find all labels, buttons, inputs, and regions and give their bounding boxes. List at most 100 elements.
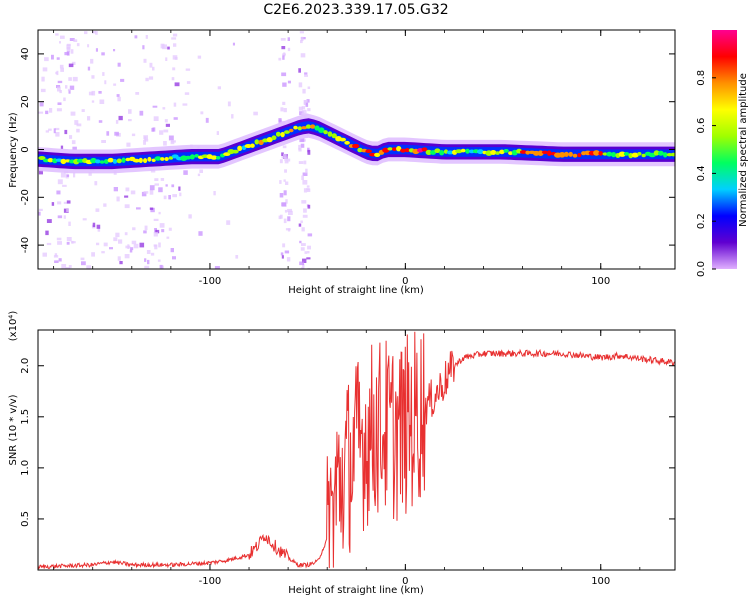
spectrogram-noise-cell [113,83,117,86]
ridge-cell [446,150,454,155]
ridge-cell [339,137,346,142]
spectrogram-noise-cell [67,88,71,92]
spectrogram-noise-cell [300,220,303,224]
ridge-cell [189,154,195,160]
spectrogram-noise-cell [298,144,301,150]
spectrogram-noise-cell [280,38,286,41]
ridge-cell [439,150,445,156]
spectrogram-noise-cell [48,128,52,131]
ridge-cell [508,151,513,156]
spectrogram-noise-cell [102,72,105,76]
chart-title: C2E6.2023.339.17.05.G32 [263,2,448,18]
ridge-cell [670,152,675,157]
spectrogram-noise-cell [66,47,71,52]
ridge-cell [121,157,126,163]
spectrogram-noise-cell [71,140,76,145]
ridge-cell [250,143,255,148]
spectrogram-noise-cell [60,67,64,72]
colorbar-tick-label: 0.0 [696,261,707,277]
spectrogram-noise-cell [42,252,47,257]
y-tick-label: 0.5 [20,511,31,527]
y-tick-label: -20 [20,189,31,205]
spectrogram-noise-cell [117,256,121,261]
spectrogram-noise-cell [134,35,138,39]
ridge-cell [602,152,608,156]
spectrogram-noise-cell [139,242,145,248]
spectrogram-noise-cell [227,101,231,107]
spectrogram-noise-cell [170,248,174,253]
spectrogram-noise-cell [124,254,130,259]
spectrogram-noise-cell [165,123,170,127]
spectrogram-noise-cell [113,187,118,192]
ridge-cell [227,149,235,155]
spectrogram-noise-cell [284,156,288,161]
spectrogram-noise-cell [188,214,192,219]
spectrogram-noise-cell [96,242,100,246]
spectrogram-noise-cell [82,218,87,221]
spectrogram-noise-cell [115,232,120,238]
spectrogram-noise-cell [307,251,310,254]
spectrogram-noise-cell [92,222,96,228]
spectrogram-noise-cell [282,55,285,60]
spectrogram-noise-cell [131,133,136,137]
ridge-cell [593,150,600,156]
spectrogram-noise-cell [113,237,118,242]
spectrogram-noise-cell [53,255,59,258]
spectrogram-noise-cell [281,152,284,156]
spectrogram-noise-cell [302,172,308,176]
spectrogram-noise-cell [305,102,309,107]
spectrogram-noise-cell [66,44,71,50]
spectrogram-noise-cell [46,219,52,223]
spectrogram-noise-cell [301,243,306,246]
spectrogram-noise-cell [147,259,150,265]
spectrogram-noise-cell [91,90,96,96]
ridge-cell [154,156,162,161]
spectrogram-noise-cell [114,131,119,136]
spectrogram-noise-cell [81,109,85,112]
spectrogram-noise-cell [130,247,134,251]
ridge-cell [572,153,578,158]
ridge-cell [143,158,148,164]
spectrogram-noise-cell [57,201,62,205]
spectrogram-noise-cell [161,229,165,233]
spectrogram-noise-cell [303,188,308,193]
spectrogram-noise-cell [63,215,66,219]
spectrogram-noise-cell [282,145,287,149]
spectrogram-noise-cell [132,227,136,231]
spectrogram-noise-cell [179,192,182,197]
spectrogram-noise-cell [152,127,156,132]
spectrogram-noise-cell [46,242,52,246]
spectrogram-noise-cell [139,110,144,116]
spectrogram-noise-cell [281,46,286,50]
spectrogram-noise-cell [57,179,63,185]
spectrogram-noise-cell [281,156,286,159]
spectrogram-noise-cell [66,242,70,245]
spectrogram-noise-cell [171,184,175,188]
ridge-cell [160,157,165,161]
spectrogram-noise-cell [128,119,132,122]
x-tick-label: 0 [402,276,408,287]
spectrogram-noise-cell [214,266,220,269]
spectrogram-noise-cell [69,135,73,139]
ridge-cell [244,144,252,148]
spectrogram-noise-cell [144,258,147,262]
spectrogram-noise-cell [302,180,308,185]
spectrogram-noise-cell [98,120,103,123]
spectrogram-noise-cell [302,258,307,263]
ridge-cell [283,130,290,134]
ridge-cell [663,152,668,158]
spectrogram-noise-cell [115,120,119,124]
spectrogram-noise-cell [64,52,69,56]
ridge-cell [455,149,463,154]
spectrogram-noise-cell [304,251,308,254]
spectrogram-noise-cell [173,102,177,107]
colorbar-bar [712,30,737,269]
ridge-cell [254,139,260,145]
spectrogram-noise-cell [120,78,125,82]
spectrogram-noise-cell [301,200,307,204]
spectrogram-noise-cell [57,215,63,219]
spectrogram-noise-cell [197,173,201,177]
spectrogram-noise-cell [81,261,86,266]
spectrogram-noise-cell [152,105,158,108]
spectrogram-noise-cell [186,81,191,84]
